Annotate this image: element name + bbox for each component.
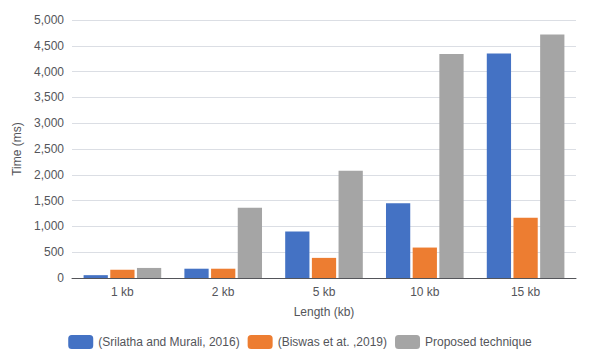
svg-text:2,500: 2,500 (34, 142, 64, 156)
svg-text:4,000: 4,000 (34, 65, 64, 79)
svg-text:4,500: 4,500 (34, 39, 64, 53)
svg-text:2,000: 2,000 (34, 168, 64, 182)
svg-text:1,500: 1,500 (34, 194, 64, 208)
svg-text:5,000: 5,000 (34, 13, 64, 27)
svg-text:1,000: 1,000 (34, 219, 64, 233)
svg-text:(Biswas et at. ,2019): (Biswas et at. ,2019) (278, 335, 387, 349)
svg-text:Proposed technique: Proposed technique (425, 335, 532, 349)
svg-text:(Srilatha and Murali, 2016): (Srilatha and Murali, 2016) (98, 335, 239, 349)
svg-text:15 kb: 15 kb (511, 285, 541, 299)
svg-text:1 kb: 1 kb (111, 285, 134, 299)
svg-text:2 kb: 2 kb (212, 285, 235, 299)
svg-text:500: 500 (44, 245, 64, 259)
svg-text:5 kb: 5 kb (313, 285, 336, 299)
svg-text:Length (kb): Length (kb) (294, 305, 355, 319)
svg-text:0: 0 (57, 271, 64, 285)
svg-text:10 kb: 10 kb (410, 285, 440, 299)
svg-text:Time (ms): Time (ms) (10, 122, 24, 176)
svg-text:3,500: 3,500 (34, 90, 64, 104)
svg-text:3,000: 3,000 (34, 116, 64, 130)
